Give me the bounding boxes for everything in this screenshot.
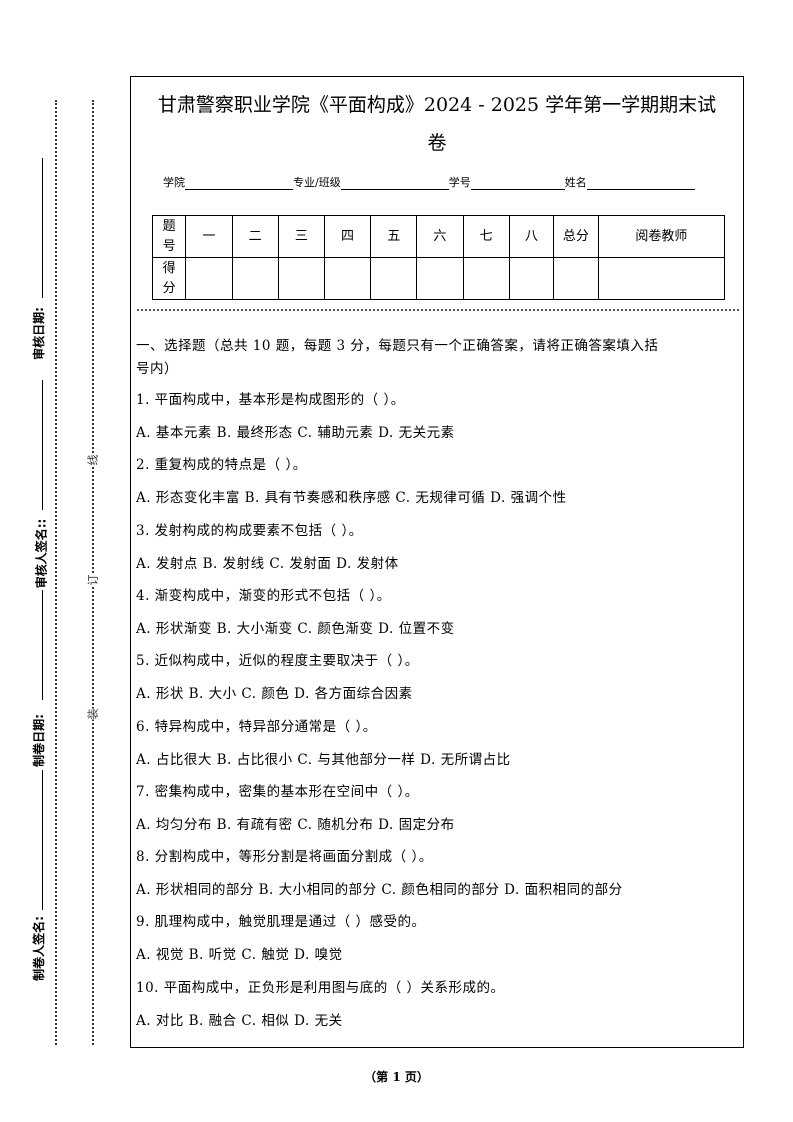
bind-xian: 线 [84, 454, 101, 466]
question-text: 8. 分割构成中，等形分割是将画面分割成（ ）。 [136, 849, 433, 866]
score-row-label: 得分 [151, 257, 187, 300]
score-cell[interactable] [277, 257, 325, 300]
maker-sign-line [42, 770, 43, 910]
name-label: 姓名 [564, 176, 587, 189]
answer-options: A. 发射点 B. 发射线 C. 发射面 D. 发射体 [136, 555, 399, 572]
reviewer-sign-line [42, 380, 43, 510]
reviewer-sign-label: 审核人签名:: [34, 518, 49, 589]
score-table: 题号一二三四五六七八总分 阅卷教师 得分 [151, 215, 726, 300]
answer-options: A. 均匀分布 B. 有疏有密 C. 随机分布 D. 固定分布 [136, 816, 455, 833]
bind-zhuang: 装 [84, 708, 101, 720]
score-cell[interactable] [185, 257, 233, 300]
review-date-label: 审核日期: [31, 307, 46, 360]
college-label: 学院 [163, 176, 185, 189]
score-header-cell: 总分 [553, 215, 599, 258]
maker-sign-label: 制卷人签名: [31, 916, 46, 981]
binding-dotted-line-outer [55, 100, 57, 1045]
question-text: 6. 特异构成中，特异部分通常是（ ）。 [136, 718, 377, 735]
student-id-label: 学号 [448, 176, 471, 189]
score-header-cell: 六 [416, 215, 464, 258]
answer-options: A. 形态变化丰富 B. 具有节奏感和秩序感 C. 无规律可循 D. 强调个性 [136, 490, 567, 507]
question-text: 9. 肌理构成中，触觉肌理是通过（ ）感受的。 [136, 914, 426, 931]
score-cell[interactable] [553, 257, 599, 300]
answer-options: A. 形状渐变 B. 大小渐变 C. 颜色渐变 D. 位置不变 [136, 620, 455, 637]
major-label: 专业/班级 [293, 176, 341, 189]
question-text: 3. 发射构成的构成要素不包括（ ）。 [136, 522, 363, 539]
answer-options: A. 基本元素 B. 最终形态 C. 辅助元素 D. 无关元素 [136, 425, 455, 441]
dotted-separator [137, 309, 739, 311]
score-cell[interactable] [597, 257, 726, 300]
answer-options: A. 占比很大 B. 占比很小 C. 与其他部分一样 D. 无所谓占比 [136, 751, 511, 768]
bind-ding: 订 [84, 574, 101, 586]
score-header-cell: 二 [231, 215, 279, 258]
student-id-field[interactable] [470, 177, 565, 190]
page-number: （第 1 页） [364, 1070, 429, 1084]
question-text: 1. 平面构成中，基本形是构成图形的（ ）。 [136, 392, 405, 408]
section-1-heading-cont: 号内） [136, 361, 178, 377]
score-cell[interactable] [370, 257, 418, 300]
score-header-cell: 三 [277, 215, 325, 258]
score-cell[interactable] [323, 257, 372, 300]
answer-options: A. 形状 B. 大小 C. 颜色 D. 各方面综合因素 [136, 686, 413, 703]
exam-title: 甘肃警察职业学院《平面构成》2024 - 2025 学年第一学期期末试 [157, 94, 717, 116]
answer-options: A. 视觉 B. 听觉 C. 触觉 D. 嗅觉 [136, 947, 343, 964]
score-header-cell: 八 [508, 215, 555, 258]
binding-dotted-line-inner [92, 100, 94, 1045]
score-cell[interactable] [508, 257, 555, 300]
score-cell[interactable] [416, 257, 464, 300]
score-header-cell: 四 [323, 215, 372, 258]
question-text: 4. 渐变构成中，渐变的形式不包括（ ）。 [136, 587, 391, 604]
exam-title-cont: 卷 [427, 132, 447, 154]
score-cell[interactable] [231, 257, 279, 300]
question-text: 10. 平面构成中，正负形是利用图与底的（ ）关系形成的。 [136, 979, 505, 996]
answer-options: A. 对比 B. 融合 C. 相似 D. 无关 [136, 1012, 343, 1029]
question-text: 7. 密集构成中，密集的基本形在空间中（ ）。 [136, 783, 419, 800]
maker-date-label: 制卷日期: [31, 714, 46, 767]
score-header-cell: 一 [185, 215, 233, 258]
score-header-cell: 阅卷教师 [597, 215, 726, 258]
maker-date-line [42, 590, 43, 700]
college-field[interactable] [185, 177, 293, 190]
answer-options: A. 形状相同的部分 B. 大小相同的部分 C. 颜色相同的部分 D. 面积相同… [136, 882, 623, 899]
score-header-cell: 题号 [151, 215, 187, 258]
student-info: 学院 专业/班级 学号 姓名 [163, 174, 695, 190]
review-date-line [42, 158, 43, 298]
name-field[interactable] [586, 177, 695, 190]
section-1-heading: 一、选择题（总共 10 题，每题 3 分，每题只有一个正确答案，请将正确答案填入… [136, 338, 659, 354]
question-text: 2. 重复构成的特点是（ ）。 [136, 457, 307, 474]
score-header-cell: 五 [370, 215, 418, 258]
score-header-cell: 七 [462, 215, 510, 258]
major-field[interactable] [340, 177, 449, 190]
question-text: 5. 近似构成中，近似的程度主要取决于（ ）。 [136, 653, 419, 670]
exam-frame [130, 76, 744, 1048]
score-cell[interactable] [462, 257, 510, 300]
